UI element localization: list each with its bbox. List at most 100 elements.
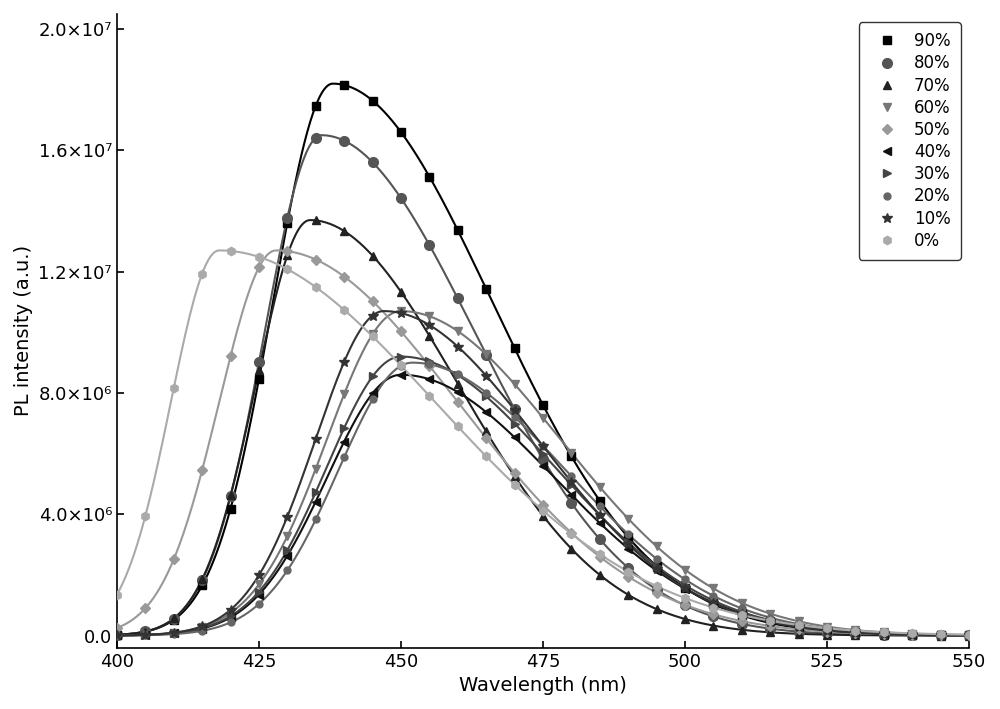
0% <box>111 591 123 599</box>
50% <box>423 362 435 370</box>
0% <box>963 630 975 639</box>
70% <box>338 227 350 235</box>
70% <box>196 575 208 584</box>
50% <box>736 617 748 625</box>
60% <box>338 390 350 398</box>
90% <box>594 496 606 505</box>
60% <box>679 566 691 574</box>
10% <box>565 478 577 486</box>
20% <box>736 604 748 613</box>
60% <box>622 514 634 523</box>
50% <box>281 247 293 255</box>
80% <box>651 586 663 594</box>
40% <box>367 389 379 398</box>
80% <box>480 350 492 359</box>
20% <box>651 554 663 563</box>
40% <box>935 631 947 640</box>
90% <box>480 284 492 293</box>
90% <box>338 81 350 89</box>
80% <box>338 136 350 145</box>
70% <box>452 379 464 388</box>
30% <box>367 372 379 381</box>
80% <box>395 194 407 202</box>
90% <box>423 172 435 181</box>
10% <box>764 618 776 626</box>
80% <box>793 627 805 636</box>
90% <box>196 581 208 590</box>
70% <box>821 630 833 639</box>
50% <box>651 588 663 597</box>
90% <box>253 375 265 384</box>
80% <box>935 631 947 640</box>
10% <box>338 357 350 366</box>
70% <box>793 630 805 638</box>
10% <box>679 584 691 593</box>
90% <box>281 218 293 227</box>
80% <box>509 405 521 413</box>
70% <box>509 472 521 481</box>
10% <box>594 510 606 519</box>
30% <box>281 546 293 554</box>
70% <box>480 428 492 436</box>
20% <box>395 362 407 370</box>
80% <box>139 627 151 636</box>
40% <box>111 631 123 640</box>
80% <box>849 630 861 639</box>
90% <box>509 344 521 352</box>
0% <box>537 506 549 515</box>
50% <box>395 328 407 336</box>
Legend: 90%, 80%, 70%, 60%, 50%, 40%, 30%, 20%, 10%, 0%: 90%, 80%, 70%, 60%, 50%, 40%, 30%, 20%, … <box>859 22 961 259</box>
50% <box>764 622 776 630</box>
60% <box>310 464 322 473</box>
60% <box>821 623 833 631</box>
10% <box>139 630 151 639</box>
10% <box>906 630 918 639</box>
70% <box>878 631 890 640</box>
10% <box>253 571 265 579</box>
Line: 10%: 10% <box>112 308 974 640</box>
40% <box>281 552 293 560</box>
90% <box>963 631 975 640</box>
60% <box>423 312 435 320</box>
30% <box>452 371 464 379</box>
30% <box>793 622 805 630</box>
70% <box>253 366 265 374</box>
60% <box>196 623 208 631</box>
20% <box>509 413 521 421</box>
40% <box>537 462 549 470</box>
40% <box>452 388 464 396</box>
40% <box>253 591 265 599</box>
70% <box>849 631 861 640</box>
30% <box>906 630 918 639</box>
70% <box>111 630 123 639</box>
90% <box>537 401 549 409</box>
40% <box>338 437 350 446</box>
90% <box>821 627 833 635</box>
30% <box>764 616 776 625</box>
0% <box>821 624 833 632</box>
50% <box>253 263 265 272</box>
10% <box>963 631 975 640</box>
0% <box>480 452 492 461</box>
30% <box>225 612 237 620</box>
90% <box>225 504 237 513</box>
20% <box>537 442 549 450</box>
80% <box>679 601 691 610</box>
0% <box>367 332 379 340</box>
20% <box>565 472 577 481</box>
50% <box>509 469 521 477</box>
Y-axis label: PL intensity (a.u.): PL intensity (a.u.) <box>14 245 33 416</box>
20% <box>253 600 265 608</box>
40% <box>793 623 805 631</box>
40% <box>139 631 151 640</box>
90% <box>622 533 634 542</box>
80% <box>707 612 719 620</box>
80% <box>367 158 379 167</box>
Line: 20%: 20% <box>113 361 972 639</box>
80% <box>196 576 208 585</box>
30% <box>139 630 151 639</box>
20% <box>679 575 691 584</box>
50% <box>565 528 577 537</box>
20% <box>622 530 634 538</box>
90% <box>935 631 947 640</box>
